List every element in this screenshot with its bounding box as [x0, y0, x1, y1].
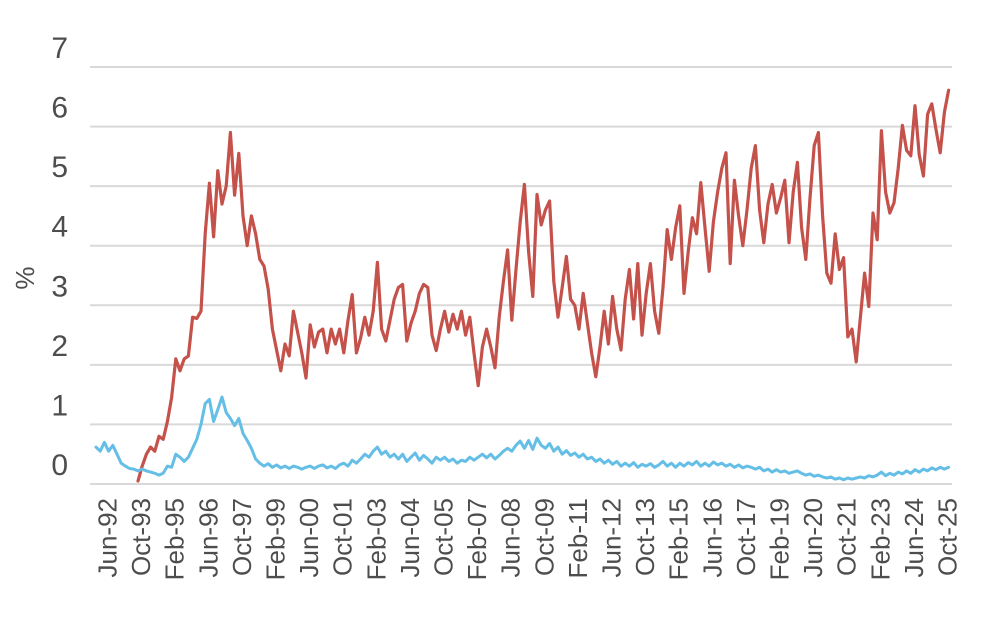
x-tick-label-Feb-03: Feb-03	[361, 498, 391, 580]
x-tick-label-Jun-16: Jun-16	[697, 498, 727, 578]
x-tick-label-Jun-12: Jun-12	[597, 498, 627, 578]
x-tick-label-Jun-04: Jun-04	[395, 498, 425, 578]
x-tick-label-Feb-07: Feb-07	[462, 498, 492, 580]
x-tick-label-Jun-92: Jun-92	[93, 498, 123, 578]
x-tick-label-Feb-95: Feb-95	[160, 498, 190, 580]
y-tick-label-3: 3	[51, 270, 68, 303]
x-tick-label-Oct-13: Oct-13	[630, 498, 660, 576]
x-tick-label-Oct-25: Oct-25	[933, 498, 963, 576]
x-tick-label-Feb-11: Feb-11	[563, 498, 593, 578]
x-tick-label-Oct-09: Oct-09	[529, 498, 559, 576]
x-tick-label-Feb-19: Feb-19	[765, 498, 795, 580]
y-tick-label-2: 2	[51, 330, 68, 363]
x-tick-label-Jun-00: Jun-00	[294, 498, 324, 578]
y-axis-unit-label: %	[10, 266, 40, 289]
y-tick-label-1: 1	[51, 389, 68, 422]
y-tick-label-0: 0	[51, 449, 68, 482]
x-tick-label-Feb-99: Feb-99	[261, 498, 291, 580]
y-tick-label-4: 4	[51, 211, 68, 244]
blue-line-series	[94, 395, 951, 482]
x-tick-label-Oct-05: Oct-05	[429, 498, 459, 576]
y-tick-label-6: 6	[51, 92, 68, 125]
x-tick-label-Feb-15: Feb-15	[664, 498, 694, 580]
y-tick-label-7: 7	[51, 32, 68, 65]
x-tick-label-Oct-21: Oct-21	[832, 498, 862, 576]
x-tick-label-Oct-17: Oct-17	[731, 498, 761, 576]
red-line-series	[136, 88, 951, 483]
x-tick-label-Feb-23: Feb-23	[865, 498, 895, 580]
x-tick-label-Oct-93: Oct-93	[126, 498, 156, 576]
x-tick-label-Jun-96: Jun-96	[193, 498, 223, 578]
x-tick-label-Jun-24: Jun-24	[899, 498, 929, 578]
x-tick-label-Oct-97: Oct-97	[227, 498, 257, 576]
x-tick-label-Jun-08: Jun-08	[496, 498, 526, 578]
y-tick-label-5: 5	[51, 151, 68, 184]
x-tick-label-Oct-01: Oct-01	[328, 498, 358, 576]
x-tick-label-Jun-20: Jun-20	[798, 498, 828, 578]
